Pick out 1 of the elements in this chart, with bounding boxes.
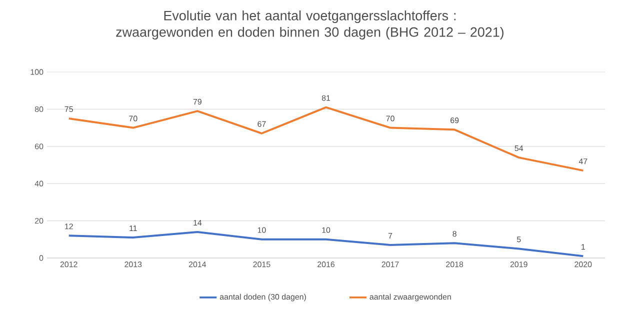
chart-title: Evolutie van het aantal voetgangersslachtoffers : zwaargewonden en doden binnen 30 dagen (BHG 2012 – 2021) — [116, 10, 504, 40]
